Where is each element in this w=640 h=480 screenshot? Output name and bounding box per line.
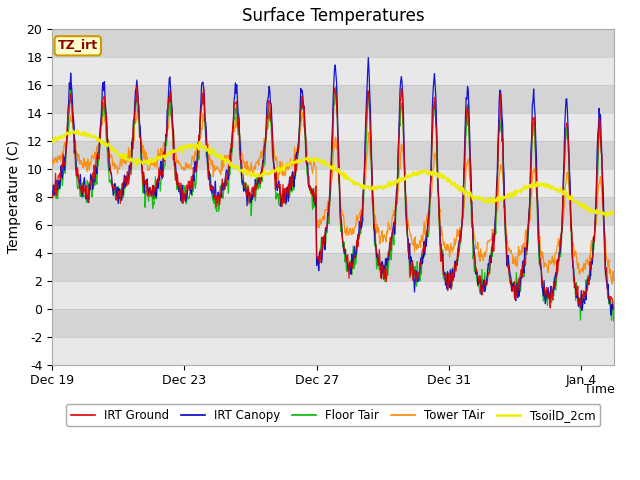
- Bar: [52, 336, 614, 364]
- Text: Time: Time: [584, 383, 614, 396]
- Bar: [52, 141, 614, 169]
- Bar: [52, 225, 614, 253]
- Y-axis label: Temperature (C): Temperature (C): [7, 140, 21, 253]
- Bar: [52, 281, 614, 309]
- Bar: [52, 169, 614, 197]
- Legend: IRT Ground, IRT Canopy, Floor Tair, Tower TAir, TsoilD_2cm: IRT Ground, IRT Canopy, Floor Tair, Towe…: [67, 404, 600, 426]
- Bar: [52, 57, 614, 85]
- Text: TZ_irt: TZ_irt: [58, 39, 98, 52]
- Bar: [52, 309, 614, 336]
- Bar: [52, 113, 614, 141]
- Bar: [52, 29, 614, 57]
- Bar: [52, 253, 614, 281]
- Bar: [52, 197, 614, 225]
- Bar: [52, 85, 614, 113]
- Title: Surface Temperatures: Surface Temperatures: [242, 7, 424, 25]
